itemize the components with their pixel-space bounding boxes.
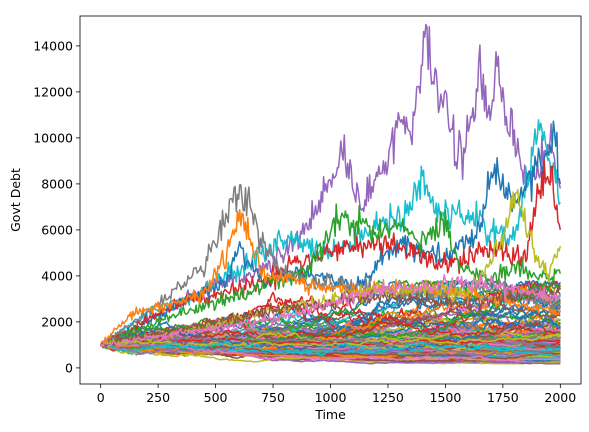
x-axis: 0 250 500 750 1000 1250 1500 1750 2000	[97, 384, 576, 405]
x-tick-label: 1750	[487, 390, 519, 405]
y-tick-label: 10000	[33, 130, 73, 145]
x-tick-label: 1250	[372, 390, 404, 405]
y-tick-label: 12000	[33, 84, 73, 99]
series-path	[100, 340, 561, 359]
series-paths	[99, 23, 562, 365]
x-tick-label: 0	[97, 390, 105, 405]
y-tick-label: 6000	[41, 222, 73, 237]
series-path	[100, 282, 561, 347]
y-axis-label: Govt Debt	[8, 168, 23, 232]
y-tick-label: 8000	[41, 176, 73, 191]
y-tick-label: 0	[65, 360, 73, 375]
y-tick-label: 4000	[41, 268, 73, 283]
y-axis: 0 2000 4000 6000 8000 10000 12000 14000	[33, 38, 80, 375]
x-tick-label: 500	[204, 390, 228, 405]
x-tick-label: 250	[146, 390, 170, 405]
series-path	[100, 159, 562, 346]
series-path	[100, 273, 561, 348]
x-axis-label: Time	[314, 407, 346, 422]
y-tick-label: 2000	[41, 314, 73, 329]
x-tick-label: 2000	[544, 390, 576, 405]
series-path	[100, 336, 561, 354]
x-tick-label: 750	[261, 390, 285, 405]
series-path	[100, 184, 562, 346]
x-tick-label: 1500	[430, 390, 462, 405]
y-tick-label: 14000	[33, 38, 73, 53]
series-path	[100, 343, 561, 358]
series-path	[100, 316, 561, 352]
series-path	[100, 119, 561, 346]
x-tick-label: 1000	[315, 390, 347, 405]
